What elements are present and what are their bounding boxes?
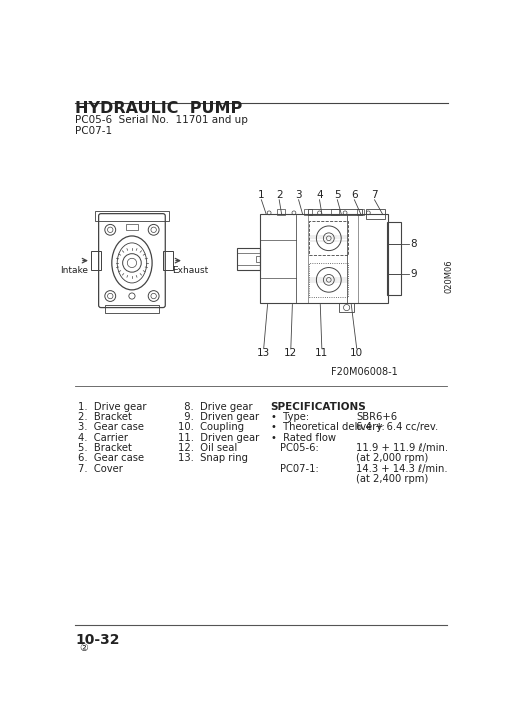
Text: 9.  Driven gear: 9. Driven gear bbox=[178, 412, 259, 422]
Text: 5: 5 bbox=[333, 190, 340, 200]
Bar bbox=[163, 251, 173, 270]
Bar bbox=[309, 221, 348, 256]
Text: PC07-1:: PC07-1: bbox=[279, 464, 318, 474]
Text: 11.9 + 11.9 ℓ/min.: 11.9 + 11.9 ℓ/min. bbox=[355, 443, 447, 453]
Bar bbox=[259, 215, 387, 303]
Text: 11: 11 bbox=[315, 348, 328, 358]
Text: 1: 1 bbox=[258, 190, 264, 200]
Text: •  Type:: • Type: bbox=[270, 412, 308, 422]
Bar bbox=[126, 223, 138, 230]
Bar bbox=[105, 305, 159, 313]
Text: SBR6+6: SBR6+6 bbox=[355, 412, 397, 422]
Text: 9: 9 bbox=[409, 269, 416, 280]
Text: 5.  Bracket: 5. Bracket bbox=[77, 443, 131, 453]
Text: 13: 13 bbox=[257, 348, 270, 358]
Text: Intake: Intake bbox=[60, 266, 88, 275]
Bar bbox=[309, 263, 348, 297]
Text: PC05-6:: PC05-6: bbox=[279, 443, 318, 453]
Text: SPECIFICATIONS: SPECIFICATIONS bbox=[270, 402, 365, 411]
Bar bbox=[386, 222, 400, 296]
Text: 020M06: 020M06 bbox=[443, 259, 453, 293]
Bar bbox=[256, 256, 259, 262]
Text: 3.  Gear case: 3. Gear case bbox=[77, 422, 144, 432]
Text: F20M06008-1: F20M06008-1 bbox=[330, 367, 397, 377]
Text: ②: ② bbox=[79, 644, 88, 653]
Text: •  Theoretical delivery:: • Theoretical delivery: bbox=[270, 422, 384, 432]
Text: 10: 10 bbox=[350, 348, 362, 358]
Bar bbox=[95, 211, 169, 221]
Text: 10-32: 10-32 bbox=[75, 633, 120, 646]
Bar bbox=[236, 253, 259, 265]
Text: 6.  Gear case: 6. Gear case bbox=[77, 454, 144, 464]
Text: 6: 6 bbox=[350, 190, 357, 200]
Text: HYDRAULIC  PUMP: HYDRAULIC PUMP bbox=[75, 101, 242, 116]
Bar bbox=[236, 248, 259, 270]
Text: 2: 2 bbox=[275, 190, 282, 200]
Bar bbox=[330, 209, 338, 215]
Bar bbox=[356, 209, 364, 215]
Text: PC05-6  Serial No.  11701 and up: PC05-6 Serial No. 11701 and up bbox=[75, 115, 248, 125]
Bar bbox=[365, 209, 385, 219]
Text: 4.  Carrier: 4. Carrier bbox=[77, 432, 127, 443]
Text: (at 2,400 rpm): (at 2,400 rpm) bbox=[355, 474, 428, 484]
Bar bbox=[303, 209, 311, 215]
Text: 10.  Coupling: 10. Coupling bbox=[178, 422, 244, 432]
Text: 12: 12 bbox=[284, 348, 297, 358]
Bar bbox=[276, 209, 284, 215]
Bar bbox=[307, 209, 361, 215]
Text: 7.  Cover: 7. Cover bbox=[77, 464, 122, 474]
Text: 8: 8 bbox=[409, 239, 416, 249]
Text: 3: 3 bbox=[295, 190, 301, 200]
Text: 13.  Snap ring: 13. Snap ring bbox=[178, 454, 248, 464]
Text: (at 2,000 rpm): (at 2,000 rpm) bbox=[355, 454, 428, 464]
Text: 7: 7 bbox=[371, 190, 377, 200]
Text: 6.4 + 6.4 cc/rev.: 6.4 + 6.4 cc/rev. bbox=[355, 422, 437, 432]
Text: 2.  Bracket: 2. Bracket bbox=[77, 412, 131, 422]
Text: 8.  Drive gear: 8. Drive gear bbox=[178, 402, 252, 411]
Text: 4: 4 bbox=[316, 190, 322, 200]
Text: 11.  Driven gear: 11. Driven gear bbox=[178, 432, 259, 443]
Bar bbox=[91, 251, 101, 270]
Bar bbox=[338, 303, 354, 312]
Text: •  Rated flow: • Rated flow bbox=[270, 432, 335, 443]
Text: 12.  Oil seal: 12. Oil seal bbox=[178, 443, 237, 453]
Text: Exhaust: Exhaust bbox=[172, 266, 208, 275]
Text: 14.3 + 14.3 ℓ/min.: 14.3 + 14.3 ℓ/min. bbox=[355, 464, 447, 474]
Text: 1.  Drive gear: 1. Drive gear bbox=[77, 402, 146, 411]
Text: PC07-1: PC07-1 bbox=[75, 126, 112, 136]
